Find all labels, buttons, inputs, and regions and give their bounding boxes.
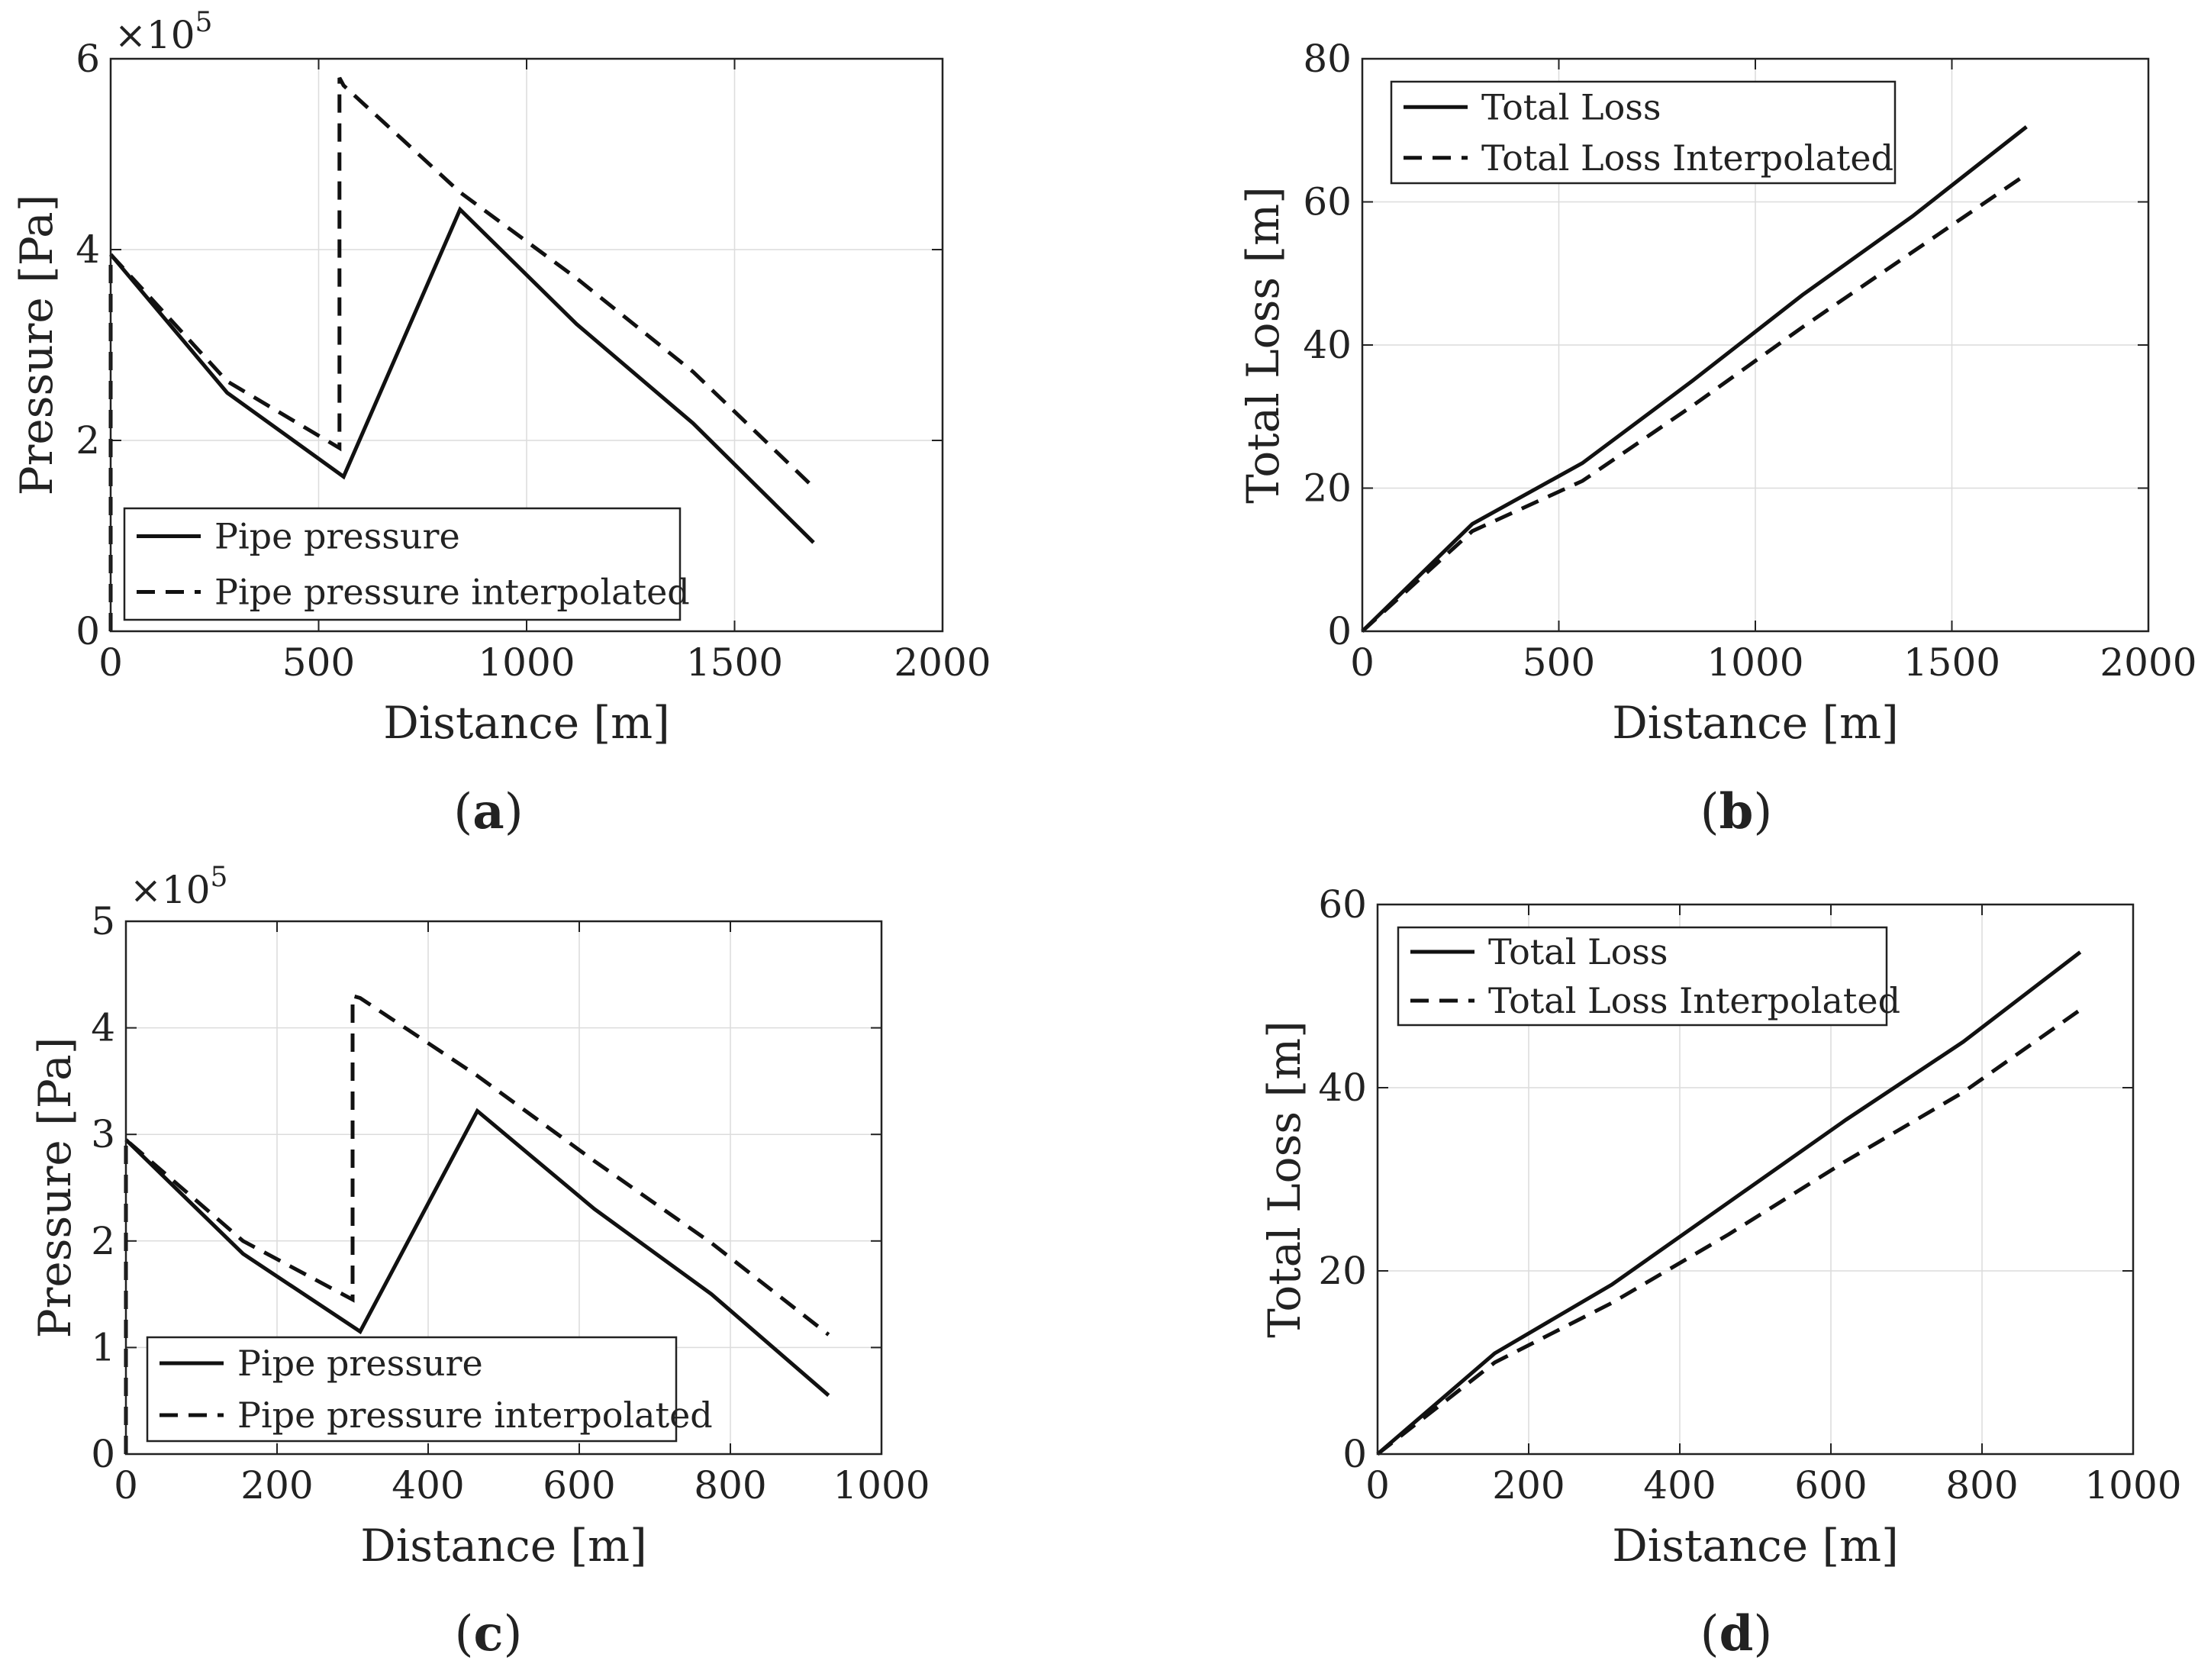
y-tick-label: 40	[1318, 1066, 1367, 1110]
y-tick-label: 0	[76, 609, 100, 653]
legend: Pipe pressure Pipe pressure interpolated	[146, 1336, 713, 1443]
series-line-interpolated	[1361, 175, 2024, 633]
panel-caption: (c)	[455, 1605, 523, 1662]
legend-label: Pipe pressure interpolated	[214, 572, 690, 613]
exponent-power: 5	[195, 7, 213, 38]
y-tick-label: 40	[1303, 323, 1352, 367]
y-axis-label: Pressure [Pa]	[11, 195, 63, 496]
series-line-interpolated	[124, 993, 830, 1454]
legend-box	[1390, 80, 1897, 185]
legend-label: Total Loss Interpolated	[1488, 980, 1900, 1021]
panel-caption-close: )	[503, 1606, 522, 1662]
x-tick-label: 400	[1643, 1463, 1716, 1507]
panel-caption-letter: c	[474, 1605, 504, 1662]
x-tick-label: 800	[694, 1463, 766, 1507]
x-axis-label: Distance [m]	[360, 1520, 647, 1572]
y-tick-label: 20	[1318, 1249, 1367, 1293]
y-tick-label: 80	[1303, 37, 1352, 81]
x-tick-label: 1500	[686, 640, 783, 685]
y-tick-label: 6	[76, 37, 100, 81]
legend: Total Loss Total Loss Interpolated	[1390, 80, 1897, 185]
series-line-primary	[1361, 125, 2028, 633]
x-tick-label: 1000	[1707, 640, 1803, 685]
panel-caption-close: )	[504, 784, 524, 840]
y-tick-label: 60	[1303, 180, 1352, 224]
legend-label: Total Loss	[1481, 86, 1661, 127]
exponent-label: ×105	[130, 862, 227, 912]
panel-caption: (a)	[453, 783, 523, 840]
panel-caption: (d)	[1700, 1605, 1773, 1662]
y-tick-label: 5	[91, 899, 115, 943]
chart-panel-a: 0 500 1000 1500 2000 0 2 4 6 ×105 Distance [m] Pres…	[11, 7, 991, 749]
x-tick-label: 2000	[894, 640, 991, 685]
series-line-primary	[124, 1108, 830, 1398]
legend-label: Total Loss Interpolated	[1481, 137, 1893, 179]
x-tick-label: 0	[98, 640, 123, 685]
y-tick-label: 1	[91, 1325, 115, 1369]
series-line-interpolated	[108, 76, 811, 631]
y-tick-label: 2	[91, 1219, 115, 1263]
plot-frame	[1361, 57, 2150, 633]
legend-label: Pipe pressure	[237, 1343, 483, 1384]
exponent-power: 5	[211, 862, 228, 893]
y-tick-label: 60	[1318, 882, 1367, 927]
x-tick-label: 400	[392, 1463, 464, 1507]
panel-caption-letter: b	[1719, 783, 1754, 840]
x-tick-label: 0	[114, 1463, 138, 1507]
series-line-interpolated	[1376, 1008, 2082, 1456]
y-tick-label: 4	[91, 1006, 115, 1050]
x-tick-label: 0	[1365, 1463, 1390, 1507]
panel-caption-letter: a	[472, 783, 504, 840]
y-tick-label: 0	[1327, 609, 1352, 653]
plot-frame	[124, 920, 883, 1456]
exponent-label: ×105	[114, 7, 212, 57]
x-tick-label: 500	[282, 640, 355, 685]
x-tick-label: 600	[1794, 1463, 1867, 1507]
x-tick-label: 2000	[2100, 640, 2196, 685]
x-tick-label: 800	[1945, 1463, 2018, 1507]
x-tick-label: 1000	[2084, 1463, 2181, 1507]
y-tick-label: 0	[91, 1432, 115, 1476]
x-tick-label: 200	[240, 1463, 313, 1507]
y-axis-label: Total Loss [m]	[1259, 1021, 1310, 1338]
y-tick-label: 3	[91, 1112, 115, 1156]
x-axis-label: Distance [m]	[1612, 697, 1899, 749]
legend-box	[146, 1336, 678, 1443]
y-tick-label: 4	[76, 227, 100, 272]
x-axis-label: Distance [m]	[1612, 1520, 1899, 1572]
legend-label: Pipe pressure	[214, 516, 460, 557]
x-tick-label: 500	[1523, 640, 1595, 685]
y-tick-label: 0	[1342, 1432, 1367, 1476]
y-axis-label: Pressure [Pa]	[29, 1037, 81, 1339]
panel-caption-close: )	[1753, 1606, 1772, 1662]
x-tick-label: 1000	[833, 1463, 930, 1507]
x-axis-label: Distance [m]	[383, 697, 670, 749]
x-tick-label: 1500	[1903, 640, 2000, 685]
plot-frame	[1376, 903, 2135, 1456]
x-tick-label: 1000	[478, 640, 575, 685]
series-line-primary	[109, 206, 815, 544]
x-tick-label: 0	[1350, 640, 1375, 685]
chart-panel-b: 0 500 1000 1500 2000 0 20 40 60 80 Distance [m] Tot…	[1237, 37, 2197, 749]
plot-frame	[109, 57, 944, 633]
legend: Total Loss Total Loss Interpolated	[1397, 926, 1900, 1027]
legend-label: Total Loss	[1488, 931, 1668, 972]
x-tick-label: 200	[1492, 1463, 1565, 1507]
y-axis-label: Total Loss [m]	[1237, 186, 1289, 504]
panel-caption: (b)	[1700, 783, 1773, 840]
series-line-primary	[1376, 950, 2082, 1456]
chart-panel-d: 0 200 400 600 800 1000 0 20 40 60 Distance [m] Tota…	[1259, 882, 2182, 1572]
panel-caption-close: )	[1753, 784, 1772, 840]
legend: Pipe pressure Pipe pressure interpolated	[123, 507, 690, 621]
panel-caption-letter: d	[1719, 1605, 1754, 1662]
y-tick-label: 20	[1303, 466, 1352, 511]
legend-box	[1397, 926, 1888, 1027]
legend-box	[123, 507, 682, 621]
y-tick-label: 2	[76, 418, 100, 463]
x-tick-label: 600	[543, 1463, 615, 1507]
legend-label: Pipe pressure interpolated	[237, 1395, 713, 1436]
